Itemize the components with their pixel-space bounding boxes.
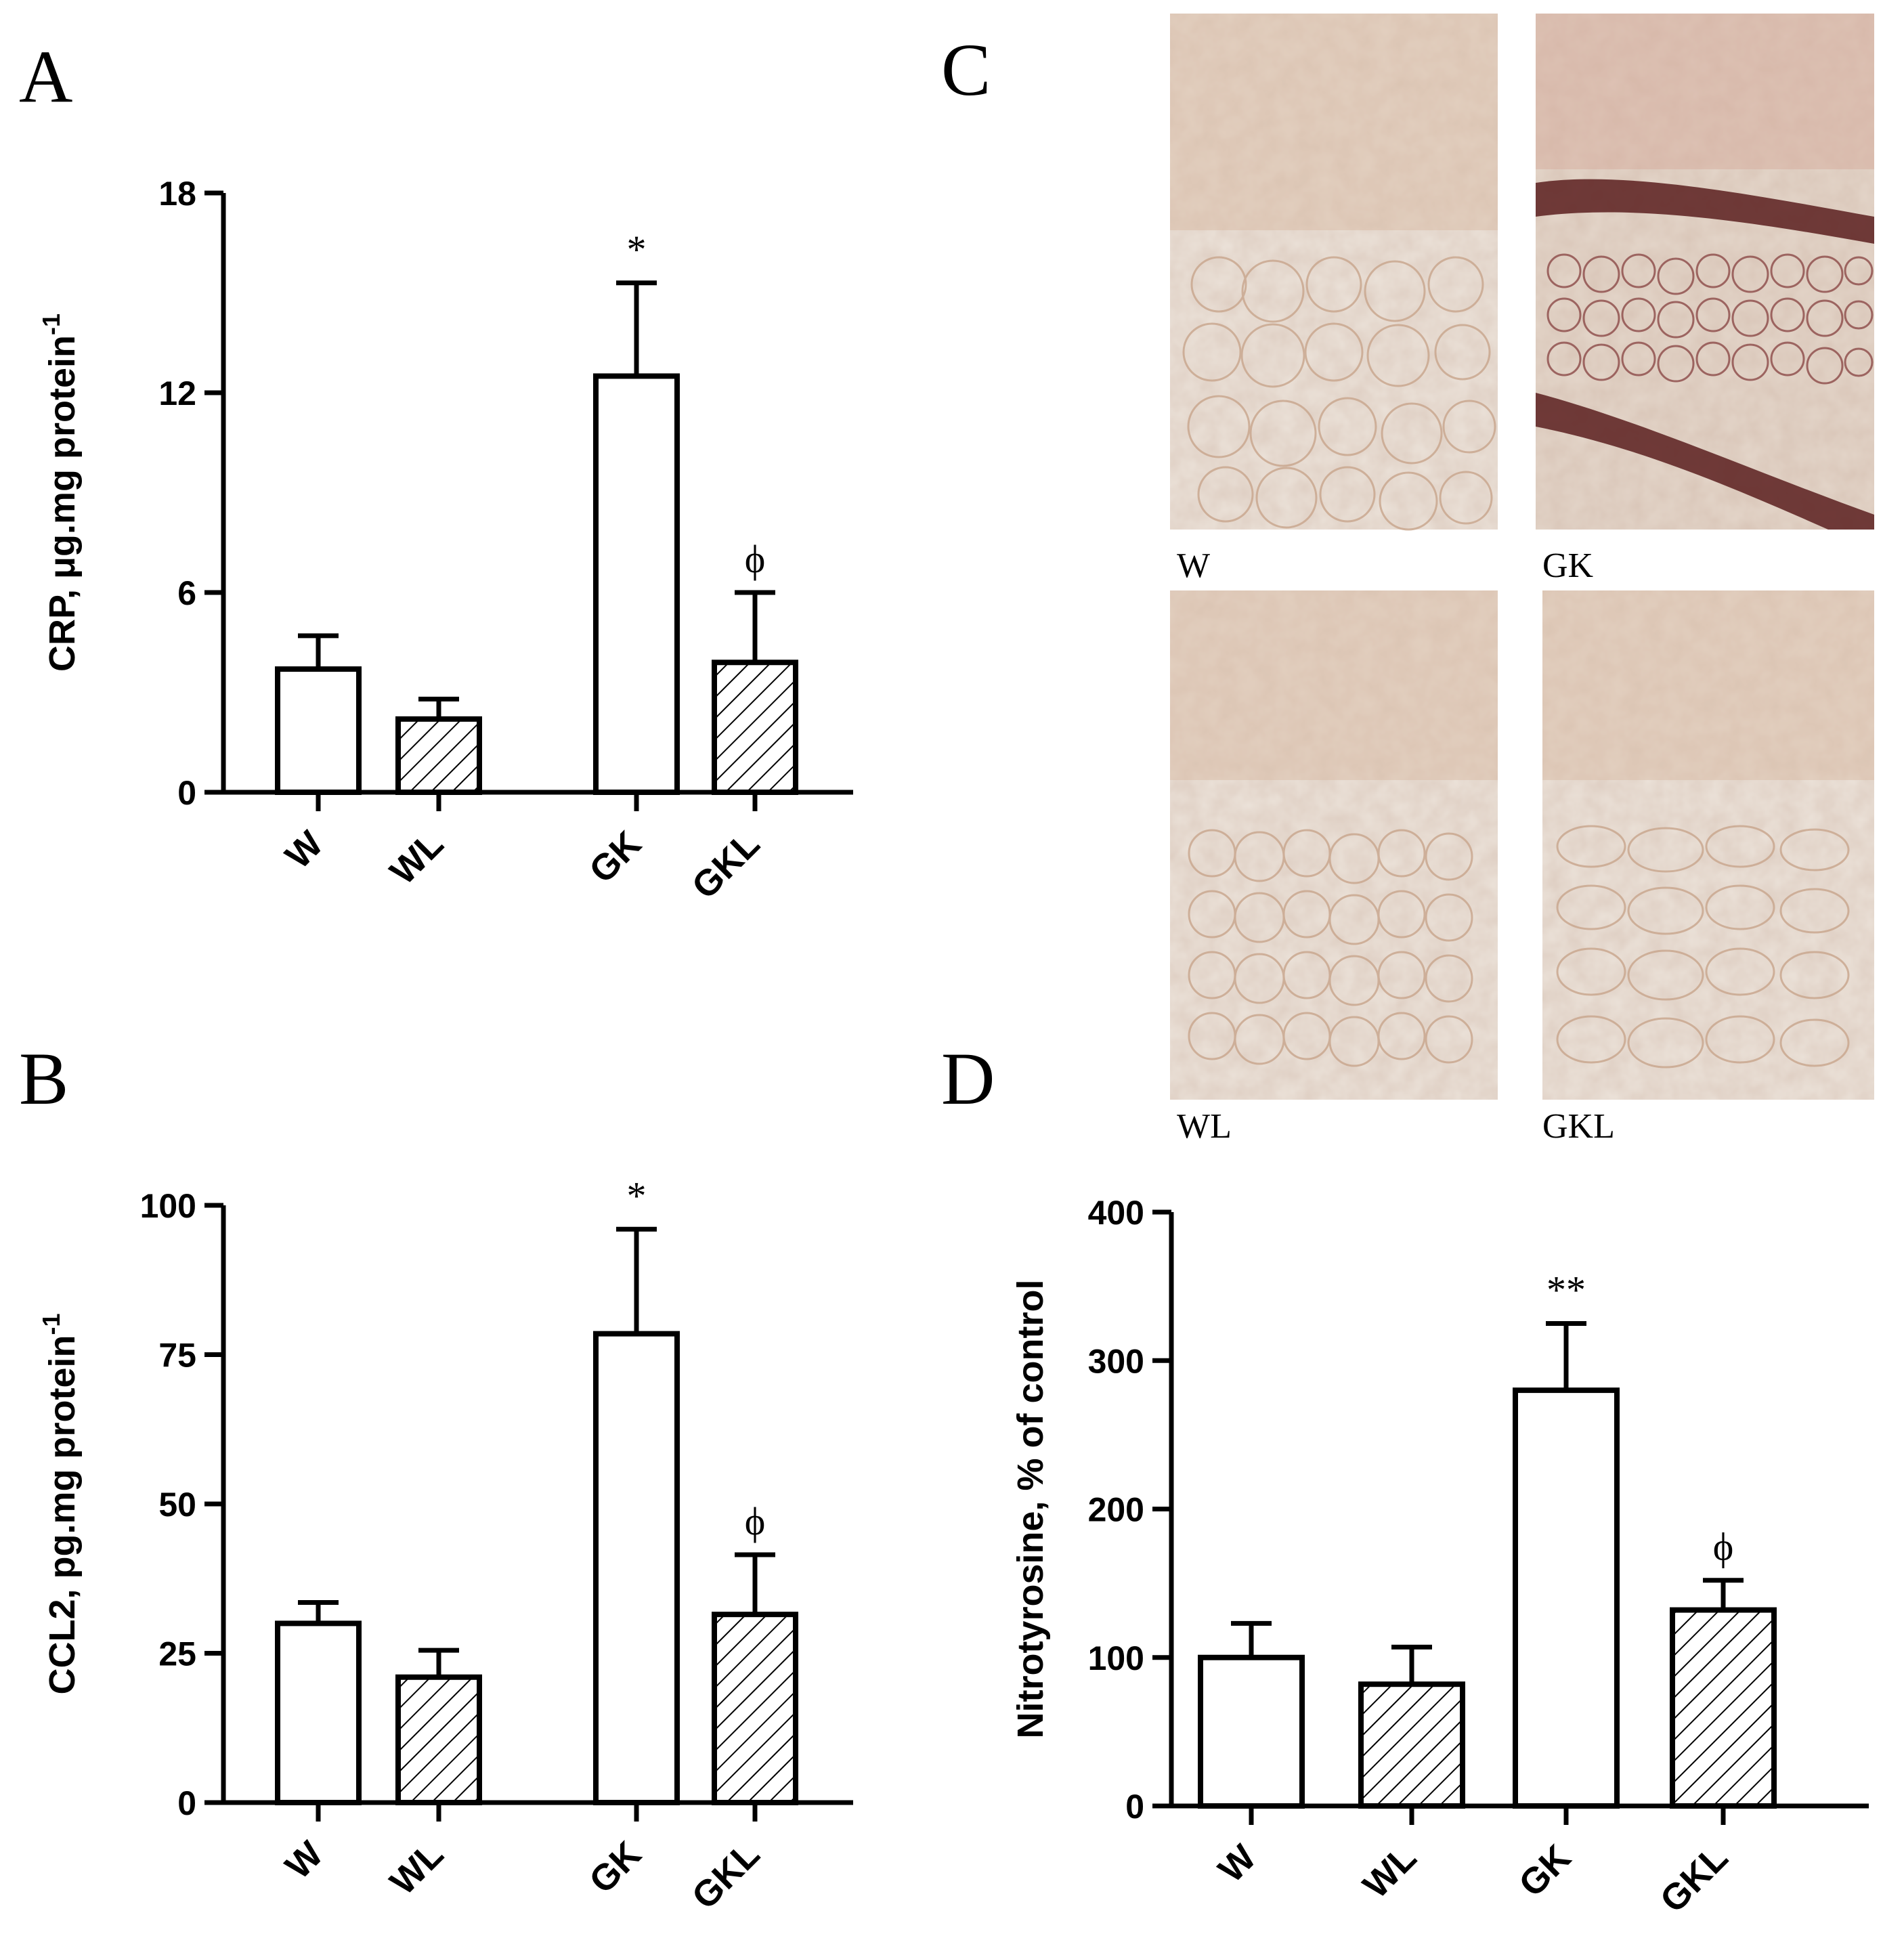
bar-gkl: [712, 1612, 798, 1805]
category-label: W: [1211, 1837, 1263, 1890]
y-axis-label: CCL2, pg.mg protein-1: [37, 1314, 83, 1695]
y-tick-label: 6: [177, 574, 196, 612]
bar-w: [275, 666, 362, 795]
panel-letter-b: B: [19, 1037, 68, 1120]
y-tick-label: 0: [177, 774, 196, 812]
bar-wl: [395, 1674, 482, 1806]
micrograph-label-wl: WL: [1177, 1107, 1232, 1146]
nitrotyrosine-bar-chart: 0 100 200 300 400 Nitrotyrosine, % of control…: [1010, 1194, 1869, 1920]
panel-letter-c: C: [941, 28, 991, 111]
y-axis-label-text: CCL2, pg.mg protein: [42, 1335, 83, 1695]
y-tick-label: 18: [158, 175, 196, 213]
y-axis-label: CRP, μg.mg protein-1: [37, 314, 83, 672]
adipocyte-texture: [1546, 253, 1874, 385]
significance-marker: ϕ: [1713, 1525, 1734, 1569]
y-tick-label: 200: [1088, 1491, 1144, 1529]
micrograph-label-w: W: [1177, 546, 1210, 585]
y-axis-label-text: Nitrotyrosine, % of control: [1010, 1279, 1051, 1738]
category-label: GKL: [684, 823, 767, 907]
category-label: WL: [383, 1834, 452, 1903]
bar-wl: [395, 716, 482, 796]
significance-marker: ϕ: [745, 1499, 766, 1543]
bar-w: [1198, 1654, 1305, 1809]
significance-marker: ϕ: [745, 537, 766, 581]
category-label: GKL: [684, 1834, 767, 1917]
crp-bar-chart: 0 6 12 18 CRP, μg.mg protein-1 W WL GK * GKL ϕ: [37, 175, 853, 907]
category-label: GKL: [1652, 1837, 1735, 1920]
y-tick-label: 25: [158, 1635, 196, 1673]
bar-gk: [593, 1331, 680, 1805]
micrograph-gk: [1536, 14, 1874, 530]
y-tick-label: 75: [158, 1337, 196, 1375]
y-tick-label: 400: [1088, 1194, 1144, 1232]
significance-marker: **: [1546, 1268, 1586, 1312]
bar-gk: [593, 373, 680, 795]
y-tick-label: 50: [158, 1486, 196, 1524]
y-axis-label-text: CRP, μg.mg protein: [42, 335, 83, 672]
micrograph-w: [1170, 14, 1498, 531]
category-label: WL: [383, 823, 452, 892]
panel-letter-d: D: [941, 1037, 995, 1120]
micrograph-label-gkl: GKL: [1542, 1107, 1615, 1146]
category-label: W: [278, 1834, 330, 1887]
micrograph-label-gk: GK: [1542, 546, 1594, 585]
category-label: WL: [1356, 1837, 1425, 1906]
category-label: GK: [582, 823, 649, 891]
y-tick-label: 300: [1088, 1342, 1144, 1380]
significance-marker: *: [627, 1173, 647, 1218]
y-axis-label: Nitrotyrosine, % of control: [1010, 1279, 1051, 1738]
micrograph-wl: [1170, 590, 1498, 1100]
y-tick-label: 0: [1125, 1788, 1144, 1826]
ccl2-bar-chart: 0 25 50 75 100 CCL2, pg.mg protein-1 W WL GK * GKL…: [37, 1173, 853, 1917]
bar-gkl: [1670, 1607, 1777, 1809]
significance-marker: *: [627, 228, 647, 272]
y-tick-label: 12: [158, 374, 196, 412]
bar-gkl: [712, 660, 798, 795]
micrograph-gkl: [1542, 590, 1874, 1100]
adipocyte-texture: [1182, 256, 1496, 531]
adipocyte-texture: [1556, 825, 1850, 1069]
y-axis-label-superscript: -1: [37, 314, 65, 335]
bar-wl: [1358, 1681, 1465, 1809]
y-tick-label: 100: [140, 1187, 196, 1225]
y-tick-label: 0: [177, 1784, 196, 1822]
micrograph-panel: W GK WL: [1170, 14, 1874, 1146]
category-label: GK: [582, 1834, 649, 1901]
bar-gk: [1513, 1387, 1620, 1809]
panel-letter-a: A: [19, 35, 72, 118]
bar-w: [275, 1620, 362, 1805]
category-label: W: [278, 823, 330, 876]
y-axis-label-superscript: -1: [37, 1314, 65, 1335]
category-label: GK: [1511, 1837, 1579, 1905]
adipocyte-texture: [1188, 829, 1473, 1067]
y-tick-label: 100: [1088, 1639, 1144, 1677]
